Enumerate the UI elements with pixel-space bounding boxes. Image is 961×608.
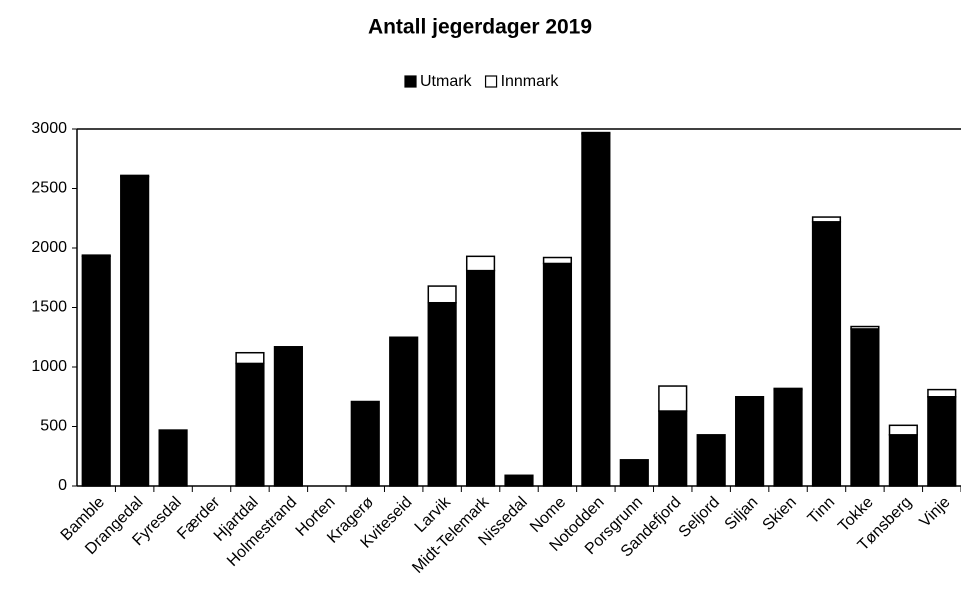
x-tick-label: Vinje <box>917 494 954 531</box>
bar-segment <box>811 216 842 223</box>
x-tick-label: Tinn <box>805 494 839 528</box>
bar-segment <box>504 474 534 487</box>
y-tick-label: 500 <box>40 418 67 435</box>
bar-segment <box>773 388 803 487</box>
x-tick-label: Skien <box>760 494 800 534</box>
y-tick-label: 1500 <box>31 299 67 316</box>
bar-segment <box>465 269 496 487</box>
bar-segment <box>235 351 265 365</box>
bar-segment <box>81 254 111 258</box>
y-tick-label: 3000 <box>31 120 67 137</box>
bar-segment <box>658 385 688 412</box>
bar-segment <box>811 221 842 487</box>
bar-segment <box>927 396 957 487</box>
bar-segment <box>427 301 457 487</box>
bar-segment <box>350 400 380 487</box>
chart-title: Antall jegerdager 2019 <box>368 16 592 39</box>
bar-segment <box>542 256 573 265</box>
bar-segment <box>581 131 611 135</box>
bar-segment <box>465 255 496 272</box>
bar-segment <box>581 133 611 487</box>
y-tick-label: 1000 <box>31 358 67 375</box>
bar-segment <box>850 325 880 330</box>
x-tick-label: Seljord <box>676 494 723 541</box>
bar-segment <box>81 255 111 487</box>
bar-segment <box>888 434 918 487</box>
bar-segment <box>658 410 688 487</box>
legend-label: Innmark <box>501 73 560 90</box>
y-tick-label: 0 <box>58 477 67 494</box>
legend-swatch <box>484 75 498 88</box>
x-tick-label: Siljan <box>722 494 762 534</box>
bar-segment <box>619 459 649 487</box>
y-tick-label: 2000 <box>31 239 67 256</box>
y-tick-label: 2500 <box>31 180 67 197</box>
bar-segment <box>850 328 880 487</box>
bar-segment <box>158 429 188 487</box>
bar-segment <box>888 424 918 436</box>
bar-segment <box>735 396 765 487</box>
bar-segment <box>389 336 419 487</box>
bar-segment <box>120 174 150 178</box>
bar-segment <box>696 434 726 487</box>
bar-segment <box>927 388 957 398</box>
bar-segment <box>542 262 573 487</box>
legend-swatch <box>404 75 417 88</box>
bar-segment <box>273 346 303 487</box>
bar-segment <box>235 362 265 487</box>
bar-segment <box>773 387 803 391</box>
bar-segment <box>120 175 150 487</box>
bar-segment <box>427 285 457 304</box>
legend-label: Utmark <box>420 73 473 90</box>
